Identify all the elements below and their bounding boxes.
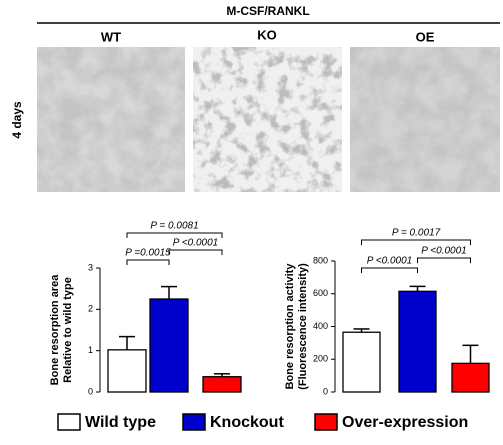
y-axis-label: (Fluorescence intensity)	[297, 263, 309, 390]
p-value: P <0.0001	[173, 238, 219, 249]
y-tick-label: 200	[313, 354, 328, 364]
legend-label: Wild type	[85, 414, 156, 431]
bar	[107, 349, 147, 393]
legend-swatch	[182, 413, 206, 431]
bar	[342, 331, 381, 393]
y-axis-label: Bone resorption area	[49, 274, 61, 386]
bar	[202, 376, 242, 393]
y-tick-label: 800	[313, 255, 328, 265]
y-tick-label: 0	[323, 386, 328, 396]
p-value: P <0.0001	[421, 246, 467, 257]
p-value: P = 0.0017	[392, 228, 441, 239]
legend-swatch	[314, 413, 338, 431]
p-value: P =0.0015	[125, 248, 171, 259]
y-tick-label: 2	[88, 304, 93, 314]
panel-label: OE	[416, 29, 435, 44]
legend-label: Over-expression	[342, 414, 468, 431]
micrograph	[37, 47, 185, 192]
panel-label: WT	[101, 29, 121, 44]
panel-label: KO	[257, 27, 277, 42]
y-axis-label: Bone resorption activity	[284, 263, 296, 390]
significance-bracket	[126, 232, 223, 238]
legend-swatch	[57, 413, 81, 431]
micrograph	[193, 47, 342, 192]
bar	[451, 362, 490, 393]
y-tick-label: 400	[313, 321, 328, 331]
significance-bracket	[417, 257, 471, 263]
row-label: 4 days	[10, 101, 24, 139]
significance-bracket	[168, 249, 223, 255]
micrograph	[350, 47, 500, 192]
y-axis-label: Relative to wild type	[62, 277, 74, 383]
y-tick-label: 3	[88, 262, 93, 272]
p-value: P = 0.0081	[150, 221, 198, 232]
legend-label: Knockout	[210, 414, 284, 431]
p-value: P <0.0001	[367, 256, 413, 267]
significance-bracket	[126, 259, 170, 265]
significance-bracket	[361, 267, 418, 273]
header: M-CSF/RANKL	[226, 4, 309, 18]
significance-bracket	[361, 239, 471, 245]
y-tick-label: 600	[313, 288, 328, 298]
bar	[398, 290, 437, 393]
y-tick-label: 0	[88, 386, 93, 396]
y-tick-label: 1	[88, 345, 93, 355]
bar	[149, 298, 189, 393]
